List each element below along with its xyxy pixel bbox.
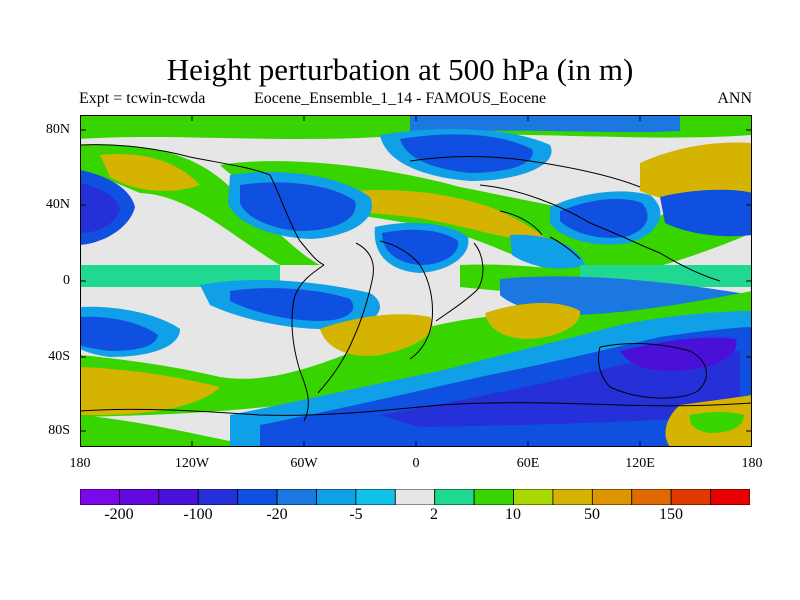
colorbar-swatch: [670, 489, 711, 505]
lat-tick-40n: 40N: [45, 197, 70, 212]
ensemble-label: Eocene_Ensemble_1_14 - FAMOUS_Eocene: [254, 90, 547, 107]
figure-title: Height perturbation at 500 hPa (in m): [166, 52, 634, 87]
colorbar-swatch: [710, 489, 750, 505]
colorbar-swatch: [80, 489, 120, 505]
colorbar-label: -5: [349, 506, 363, 523]
colorbar-label: -20: [266, 506, 288, 523]
colorbar-swatch: [158, 489, 199, 505]
lon-tick-60e: 60E: [516, 456, 540, 471]
lon-tick-180e: 180: [741, 456, 763, 471]
field-shading: [80, 115, 752, 447]
lat-tick-80n: 80N: [45, 122, 70, 137]
colorbar-label: 10: [505, 506, 521, 523]
height-perturbation-map: [80, 115, 752, 447]
colorbar-swatch: [591, 489, 633, 505]
coastlines: [80, 144, 752, 422]
season-label: ANN: [717, 90, 752, 107]
colorbar: [80, 489, 750, 505]
colorbar-swatch: [394, 489, 436, 505]
colorbar-swatch: [631, 489, 672, 505]
lon-tick-120e: 120E: [625, 456, 655, 471]
colorbar-swatch: [552, 489, 593, 505]
lon-tick-180w: 180: [69, 456, 91, 471]
colorbar-label: -100: [183, 506, 213, 523]
colorbar-label: 150: [659, 506, 683, 523]
colorbar-swatch: [119, 489, 160, 505]
colorbar-swatch: [434, 489, 475, 505]
colorbar-swatch: [316, 489, 357, 505]
map-ticks: [80, 115, 752, 447]
lat-tick-80s: 80S: [48, 423, 70, 438]
colorbar-swatch: [473, 489, 514, 505]
colorbar-swatch: [237, 489, 278, 505]
colorbar-swatch: [276, 489, 317, 505]
colorbar-label: 2: [430, 506, 438, 523]
lon-tick-120w: 120W: [174, 456, 210, 471]
colorbar-swatch: [513, 489, 554, 505]
colorbar-label: -200: [104, 506, 134, 523]
experiment-label: Expt = tcwin-tcwda: [79, 90, 206, 107]
colorbar-swatch: [355, 489, 396, 505]
colorbar-swatch: [197, 489, 239, 505]
colorbar-label: 50: [584, 506, 600, 523]
lon-tick-0: 0: [412, 456, 420, 471]
lat-tick-40s: 40S: [48, 349, 70, 364]
lat-tick-0: 0: [63, 273, 70, 288]
lon-tick-60w: 60W: [290, 456, 318, 471]
